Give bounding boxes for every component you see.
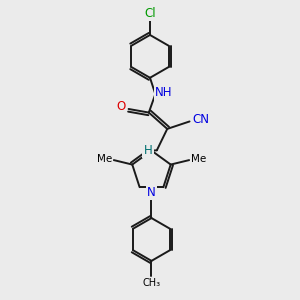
- Text: N: N: [147, 186, 156, 199]
- Text: Me: Me: [191, 154, 206, 164]
- Text: Cl: Cl: [144, 7, 156, 20]
- Text: CH₃: CH₃: [142, 278, 160, 288]
- Text: CN: CN: [192, 112, 209, 126]
- Text: Me: Me: [97, 154, 112, 164]
- Text: O: O: [116, 100, 126, 113]
- Text: NH: NH: [155, 86, 172, 99]
- Text: H: H: [143, 144, 152, 157]
